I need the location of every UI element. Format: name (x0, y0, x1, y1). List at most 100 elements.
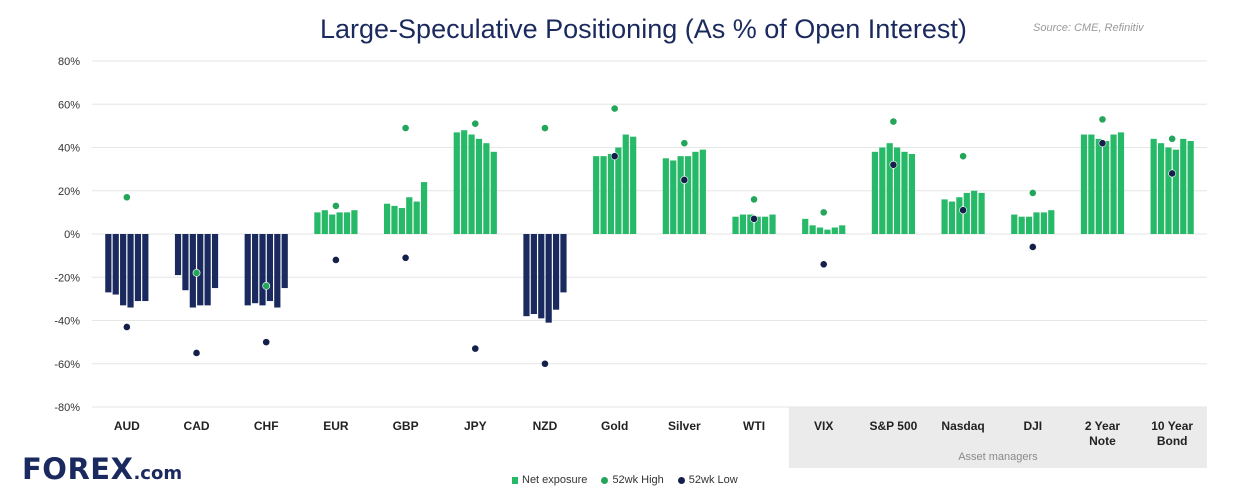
y-tick-label: 0% (64, 229, 80, 241)
net-exposure-bar (839, 225, 846, 234)
low-marker (1028, 243, 1037, 251)
net-exposure-bar (413, 201, 420, 234)
high-marker (959, 152, 967, 161)
x-tick-line: JPY (464, 419, 487, 433)
x-axis: AUD CAD CHF EUR GBP JPY NZD Gold Silver WTI VIX S&P… (114, 419, 1194, 448)
x-tick-label: CHF (254, 419, 279, 433)
x-tick-label: VIX (814, 419, 833, 433)
y-tick-label: -80% (54, 402, 80, 414)
net-exposure-bar (677, 156, 684, 234)
x-tick-line: AUD (114, 419, 140, 433)
net-exposure-bar (475, 138, 483, 234)
chart-area: Asset managers 80% 60% 40% 20% 0% -20% -40% -60… (54, 56, 1207, 468)
net-exposure-bar (1165, 147, 1172, 234)
low-marker (541, 359, 549, 368)
high-marker (610, 104, 619, 113)
net-exposure-bar (908, 153, 916, 234)
net-exposure-bar (120, 234, 127, 306)
net-exposure-bar (351, 210, 358, 234)
net-exposure-bar (630, 136, 637, 234)
net-exposure-bar (252, 234, 259, 304)
x-tick-line: 2 Year (1085, 419, 1120, 433)
asset-managers-label: Asset managers (958, 451, 1038, 463)
legend-high-label: 52wk High (612, 474, 664, 486)
net-exposure-bar (406, 197, 413, 234)
net-exposure-bar (607, 153, 615, 234)
high-marker (750, 195, 758, 204)
source-note: Source: CME, Refinitiv (1033, 22, 1144, 34)
net-exposure-bar (1080, 134, 1088, 234)
net-exposure-bar (593, 156, 600, 234)
x-tick-line: Nasdaq (941, 419, 984, 433)
high-marker (122, 193, 131, 202)
net-swatch-icon (512, 476, 518, 484)
logo-brand: FOREX (22, 452, 134, 486)
low-dot-icon (677, 476, 685, 484)
asset-managers-shade (788, 407, 1207, 468)
low-marker (889, 160, 898, 169)
x-tick-line: VIX (814, 419, 833, 433)
high-marker (332, 201, 340, 210)
high-marker (541, 124, 549, 132)
net-exposure-bar (211, 234, 219, 289)
net-exposure-bar (1103, 141, 1110, 234)
high-marker (471, 119, 480, 128)
x-tick-line: CAD (184, 419, 210, 433)
low-marker (1168, 169, 1177, 178)
net-exposure-bar (978, 192, 985, 234)
y-tick-label: -20% (54, 272, 80, 284)
net-exposure-bar (1110, 134, 1117, 234)
net-exposure-bar (886, 143, 893, 234)
legend-low: 52wk Low (677, 474, 738, 486)
net-exposure-bar (699, 149, 706, 234)
y-tick-label: 40% (58, 143, 80, 155)
net-exposure-bar (824, 229, 831, 234)
x-tick-label: Silver (668, 419, 701, 433)
low-marker (959, 206, 967, 215)
net-exposure-bar (490, 151, 497, 234)
x-tick-label: JPY (464, 419, 487, 433)
net-exposure-bar (692, 151, 699, 234)
x-tick-line: Note (1089, 434, 1116, 448)
logo-suffix: .com (133, 463, 183, 484)
x-tick-label: 10 Year Bond (1151, 419, 1193, 448)
low-marker (471, 344, 480, 353)
x-tick-label: GBP (393, 419, 419, 433)
x-tick-line: EUR (323, 419, 349, 433)
low-marker (332, 256, 340, 264)
net-exposure-bar (901, 151, 908, 234)
x-tick-line: Bond (1157, 434, 1188, 448)
net-exposure-bar (1018, 216, 1025, 234)
net-exposure-bar (182, 234, 189, 291)
net-exposure-bar (769, 214, 776, 234)
high-marker (1098, 115, 1107, 124)
net-exposure-bar (1180, 138, 1187, 234)
net-exposure-bar (321, 210, 328, 234)
low-marker (401, 253, 410, 262)
net-exposure-bar (174, 234, 182, 276)
net-exposure-bar (1157, 143, 1165, 234)
x-tick-label: S&P 500 (870, 419, 918, 433)
low-marker (819, 260, 828, 269)
legend-high: 52wk High (601, 474, 664, 486)
net-exposure-bar (684, 156, 692, 234)
net-exposure-bar (105, 234, 112, 293)
legend: Net exposure 52wk High 52wk Low (512, 474, 738, 486)
net-exposure-bar (600, 156, 607, 234)
net-exposure-bar (831, 227, 838, 234)
net-exposure-bar (1011, 214, 1018, 234)
net-exposure-bar (1095, 138, 1102, 234)
low-marker (192, 349, 201, 357)
net-exposure-bar (762, 216, 769, 234)
net-exposure-bar (948, 201, 956, 234)
net-exposure-bar (670, 160, 677, 234)
net-exposure-bar (274, 234, 281, 308)
net-exposure-bar (622, 134, 629, 234)
x-tick-line: GBP (393, 419, 419, 433)
chart-title: Large-Speculative Positioning (As % of O… (320, 14, 967, 44)
net-exposure-bar (956, 197, 963, 234)
low-marker (1098, 139, 1107, 148)
x-tick-label: 2 Year Note (1085, 419, 1120, 448)
x-tick-label: Gold (601, 419, 628, 433)
y-tick-label: 20% (58, 186, 80, 198)
